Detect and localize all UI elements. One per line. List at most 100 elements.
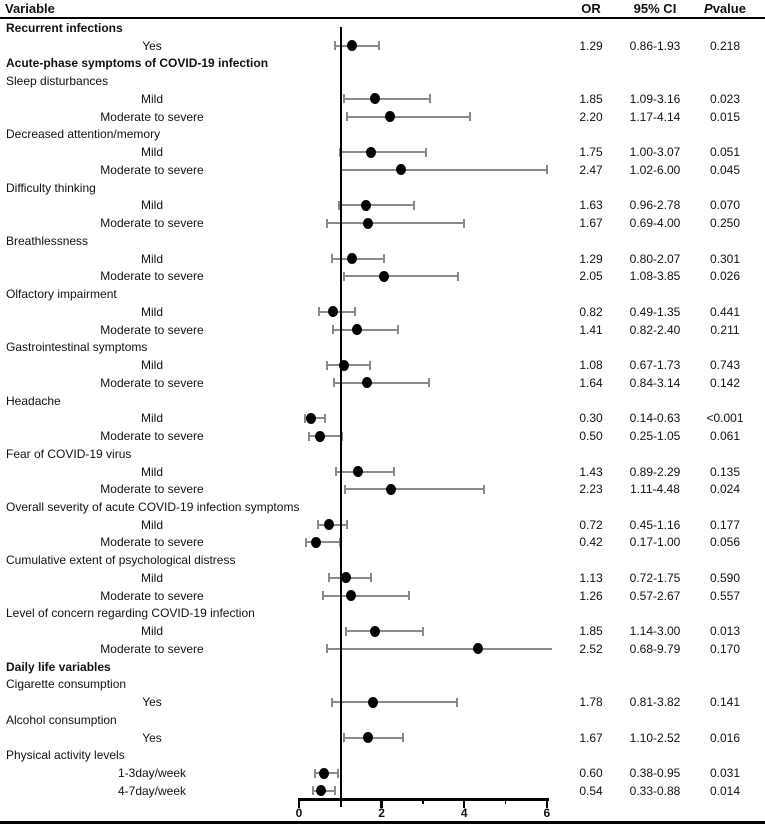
ci-error-bar (332, 701, 457, 704)
data-row: Mild 1.85 1.14-3.00 0.013 (0, 622, 765, 640)
ci-cap-left (303, 413, 306, 423)
ci-cap-left (305, 537, 308, 547)
data-row: Moderate to severe 2.05 1.08-3.85 0.026 (0, 267, 765, 285)
group-label: Breathlessness (6, 233, 89, 248)
ci-cap-right (341, 431, 344, 441)
p-value: <0.001 (706, 411, 744, 426)
item-label: Mild (140, 304, 163, 319)
ci-value: 1.08-3.85 (629, 269, 681, 284)
ci-value: 0.82-2.40 (629, 322, 681, 337)
p-value: 0.250 (709, 216, 741, 231)
data-row: Moderate to severe 2.23 1.11-4.48 0.024 (0, 480, 765, 498)
x-tick-major (380, 799, 383, 808)
ci-value: 1.09-3.16 (629, 91, 681, 106)
ci-value: 0.84-3.14 (629, 375, 681, 390)
p-value: 0.141 (709, 695, 741, 710)
item-label: 4-7day/week (117, 783, 187, 798)
ci-cap-right (545, 165, 548, 175)
data-row: 1-3day/week 0.60 0.38-0.95 0.031 (0, 764, 765, 782)
or-value: 0.30 (579, 411, 603, 426)
or-marker-dot (340, 572, 351, 584)
ci-cap-right (377, 41, 380, 51)
or-marker-dot (316, 785, 327, 797)
p-value: 0.013 (709, 624, 741, 639)
group-row: Cigarette consumption (0, 675, 765, 693)
group-row: Difficulty thinking (0, 179, 765, 197)
data-row: Mild 1.08 0.67-1.73 0.743 (0, 356, 765, 374)
x-tick-minor (422, 799, 424, 804)
p-value: 0.031 (709, 766, 741, 781)
x-tick-minor (504, 799, 507, 804)
or-value: 0.60 (579, 766, 603, 781)
x-tick-label: 4 (460, 806, 468, 820)
group-row: Gastrointestinal symptoms (0, 338, 765, 356)
or-marker-dot (314, 430, 325, 442)
data-row: Moderate to severe 2.20 1.17-4.14 0.015 (0, 108, 765, 126)
ci-error-bar (333, 381, 429, 384)
item-label: Mild (140, 464, 163, 479)
group-row: Sleep disturbances (0, 72, 765, 90)
ci-cap-right (412, 200, 415, 210)
or-marker-dot (361, 377, 372, 389)
or-marker-dot (366, 146, 377, 158)
ci-cap-right (353, 307, 356, 317)
ci-value: 1.00-3.07 (629, 145, 681, 160)
group-row: Overall severity of acute COVID-19 infec… (0, 498, 765, 516)
ci-cap-left (331, 325, 334, 335)
ci-cap-left (343, 94, 346, 104)
column-header-p-value: P value (685, 0, 765, 17)
p-value-italic-p: P (704, 1, 713, 16)
ci-cap-left (343, 484, 346, 494)
ci-cap-left (337, 200, 340, 210)
item-label: Moderate to severe (100, 535, 204, 550)
or-value: 2.05 (579, 269, 603, 284)
ci-cap-left (321, 591, 324, 601)
ci-error-bar (309, 435, 343, 438)
p-value: 0.016 (709, 730, 741, 745)
or-marker-dot (338, 359, 349, 371)
ci-value: 0.81-3.82 (629, 695, 681, 710)
section-row: Recurrent infections (0, 19, 765, 37)
p-value: 0.177 (709, 517, 741, 532)
ci-error-bar (346, 630, 423, 633)
section-row: Daily life variables (0, 658, 765, 676)
item-label: Moderate to severe (100, 482, 204, 497)
group-label: Gastrointestinal symptoms (6, 340, 148, 355)
x-tick-major (462, 799, 466, 808)
group-row: Alcohol consumption (0, 711, 765, 729)
data-row: Moderate to severe 1.26 0.57-2.67 0.557 (0, 587, 765, 605)
or-value: 0.54 (579, 783, 603, 798)
ci-value: 1.10-2.52 (629, 730, 681, 745)
ci-error-bar (344, 488, 484, 491)
ci-cap-right (455, 697, 458, 707)
group-label: Cigarette consumption (6, 677, 127, 692)
x-tick-major (297, 799, 301, 808)
x-tick-major (545, 799, 549, 808)
or-value: 1.13 (579, 570, 603, 585)
ci-error-bar (327, 647, 552, 650)
ci-cap-right (383, 254, 386, 264)
ci-cap-left (316, 520, 319, 530)
ci-cap-left (332, 378, 335, 388)
p-value: 0.015 (709, 109, 741, 124)
item-label: Mild (140, 358, 163, 373)
item-label: Moderate to severe (100, 269, 204, 284)
or-marker-dot (386, 483, 397, 495)
item-label: Moderate to severe (100, 109, 204, 124)
or-marker-dot (367, 696, 378, 708)
ci-cap-left (325, 360, 328, 370)
ci-error-bar (306, 541, 341, 544)
group-row: Cumulative extent of psychological distr… (0, 551, 765, 569)
item-label: Mild (140, 570, 163, 585)
item-label: Mild (140, 624, 163, 639)
ci-cap-right (421, 626, 424, 636)
ci-cap-left (331, 697, 334, 707)
or-value: 1.29 (579, 38, 603, 53)
or-value: 2.20 (579, 109, 603, 124)
group-row: Level of concern regarding COVID-19 infe… (0, 604, 765, 622)
section-label: Daily life variables (6, 659, 111, 674)
ci-value: 0.96-2.78 (629, 198, 681, 213)
group-row: Olfactory impairment (0, 285, 765, 303)
ci-value: 0.49-1.35 (629, 304, 681, 319)
